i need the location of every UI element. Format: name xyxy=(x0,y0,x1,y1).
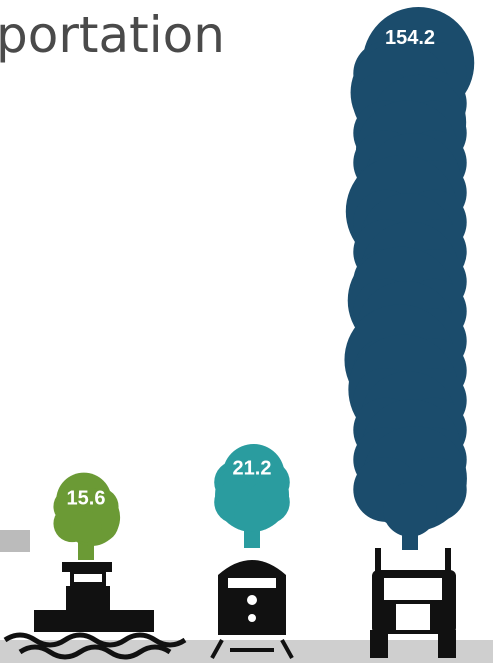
smoke-puff xyxy=(234,495,270,532)
value-label: 15.6 xyxy=(67,488,106,510)
value-label: 21.2 xyxy=(233,457,272,479)
smoke-cloud xyxy=(214,444,290,548)
boat-icon xyxy=(3,562,187,660)
smoke-puff xyxy=(70,511,102,543)
vehicles xyxy=(3,548,456,660)
smoke-cloud xyxy=(344,7,475,550)
value-label: 154.2 xyxy=(385,27,435,49)
train-icon xyxy=(210,560,294,659)
chart-title: portation xyxy=(0,6,225,64)
left-shadow xyxy=(0,530,30,552)
smoke-cloud xyxy=(53,472,121,560)
truck-icon xyxy=(370,548,456,658)
smoke-puff xyxy=(383,482,437,537)
